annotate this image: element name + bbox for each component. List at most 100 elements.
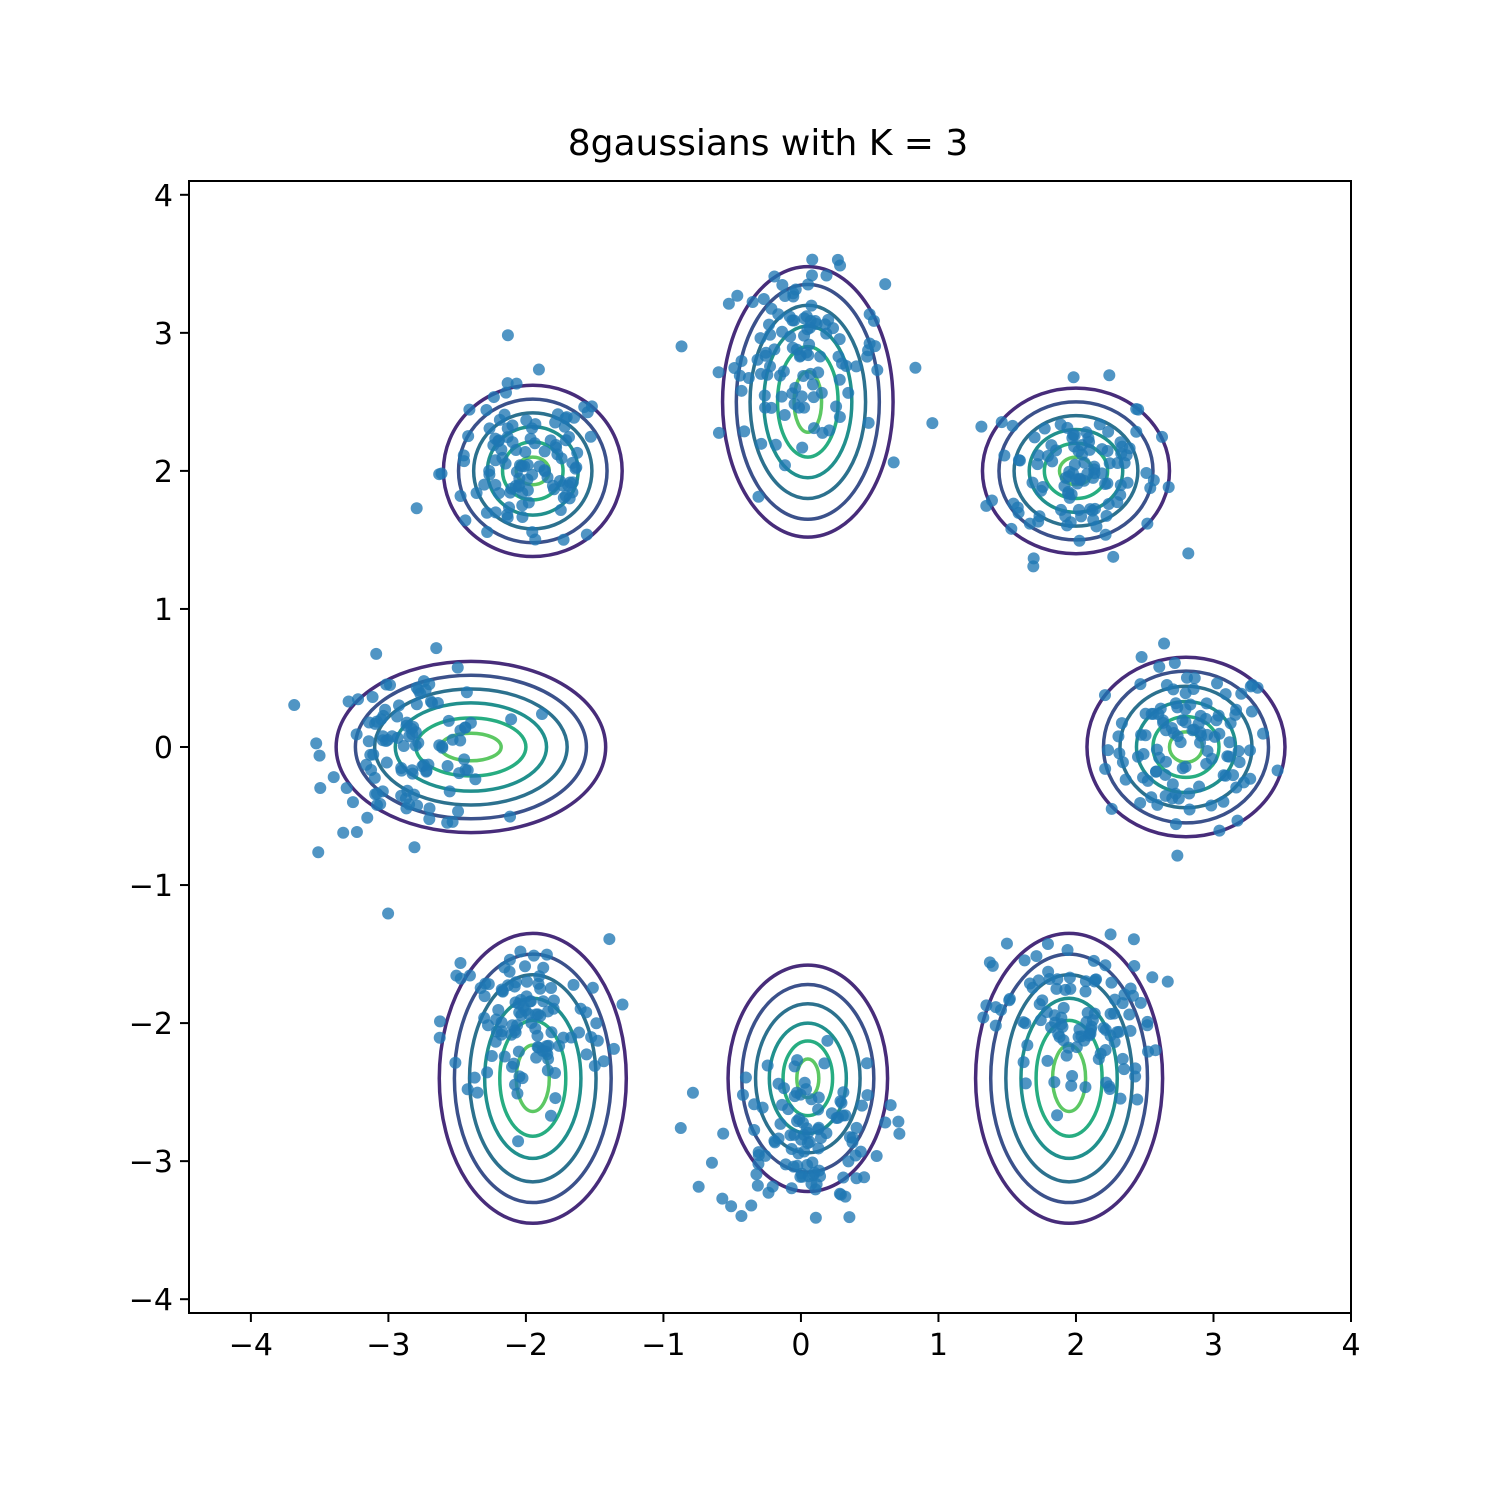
data-point: [468, 1071, 481, 1084]
data-point: [837, 1086, 850, 1099]
data-point: [1088, 1007, 1101, 1020]
data-point: [977, 1011, 990, 1024]
data-point: [541, 1005, 554, 1018]
data-point: [580, 528, 593, 541]
data-point: [1026, 981, 1039, 994]
data-point: [1134, 996, 1147, 1009]
data-point: [801, 1137, 814, 1150]
data-point: [489, 478, 502, 491]
data-point: [350, 826, 363, 839]
data-point: [460, 686, 473, 699]
data-point: [462, 430, 475, 443]
data-point: [410, 502, 423, 515]
data-point: [788, 1090, 801, 1103]
data-point: [492, 1004, 505, 1017]
data-point: [1032, 449, 1045, 462]
data-point: [1223, 750, 1236, 763]
data-point: [1060, 519, 1073, 532]
data-point: [1246, 678, 1259, 691]
data-point: [846, 1136, 859, 1149]
data-point: [738, 425, 751, 438]
data-point: [748, 1123, 761, 1136]
data-point: [1041, 938, 1054, 951]
data-point: [361, 811, 374, 824]
data-point: [1057, 1001, 1070, 1014]
data-point: [1180, 671, 1193, 684]
data-point: [1114, 488, 1127, 501]
data-point: [822, 313, 835, 326]
data-point: [843, 1211, 856, 1224]
data-point: [1007, 497, 1020, 510]
data-point: [879, 1116, 892, 1129]
data-point: [1111, 1026, 1124, 1039]
data-point: [1099, 528, 1112, 541]
data-point: [514, 945, 527, 958]
data-point: [539, 1045, 552, 1058]
data-point: [675, 340, 688, 353]
data-point: [759, 401, 772, 414]
data-point: [590, 1017, 603, 1030]
data-point: [1048, 1076, 1061, 1089]
data-point: [821, 1034, 834, 1047]
data-point: [772, 1077, 785, 1090]
data-point: [549, 1092, 562, 1105]
data-point: [1127, 933, 1140, 946]
x-tick-label: 4: [1341, 1328, 1360, 1363]
data-point: [805, 299, 818, 312]
data-point: [1070, 1041, 1083, 1054]
data-point: [1169, 697, 1182, 710]
data-point: [586, 981, 599, 994]
data-point: [805, 269, 818, 282]
data-point: [1072, 503, 1085, 516]
data-point: [314, 781, 327, 794]
y-tick-label: 4: [154, 179, 173, 214]
data-point: [499, 457, 512, 470]
data-point: [809, 1211, 822, 1224]
data-point: [728, 361, 741, 374]
data-point: [1171, 849, 1184, 862]
data-point: [1137, 771, 1150, 784]
data-point: [337, 826, 350, 839]
data-point: [409, 726, 422, 739]
data-point: [712, 426, 725, 439]
contour-line: [726, 963, 890, 1194]
data-point: [1187, 683, 1200, 696]
data-point: [362, 735, 375, 748]
data-point: [820, 1127, 833, 1140]
data-point: [1079, 1081, 1092, 1094]
data-point: [812, 1142, 825, 1155]
data-point: [1231, 814, 1244, 827]
data-point: [1182, 547, 1195, 560]
data-point: [513, 1070, 526, 1083]
data-point: [776, 325, 789, 338]
data-point: [540, 948, 553, 961]
data-point: [1135, 650, 1148, 663]
data-point: [423, 802, 436, 815]
data-point: [1090, 973, 1103, 986]
data-point: [584, 430, 597, 443]
data-point: [1194, 709, 1207, 722]
contour-line: [437, 931, 629, 1226]
data-point: [469, 773, 482, 786]
data-point: [736, 1088, 749, 1101]
data-point: [839, 1109, 852, 1122]
data-point: [442, 714, 455, 727]
data-point: [1205, 752, 1218, 765]
data-point: [814, 350, 827, 363]
data-point: [833, 333, 846, 346]
data-point: [761, 368, 774, 381]
data-point: [1084, 1023, 1097, 1036]
data-point: [802, 278, 815, 291]
data-point: [745, 1199, 758, 1212]
data-point: [461, 764, 474, 777]
data-point: [879, 278, 892, 291]
data-point: [480, 506, 493, 519]
data-point: [433, 468, 446, 481]
data-point: [725, 1200, 738, 1213]
contour-line: [775, 344, 840, 459]
data-point: [585, 1031, 598, 1044]
data-point: [482, 978, 495, 991]
data-point: [1114, 436, 1127, 449]
data-point: [536, 708, 549, 721]
data-point: [1149, 1044, 1162, 1057]
